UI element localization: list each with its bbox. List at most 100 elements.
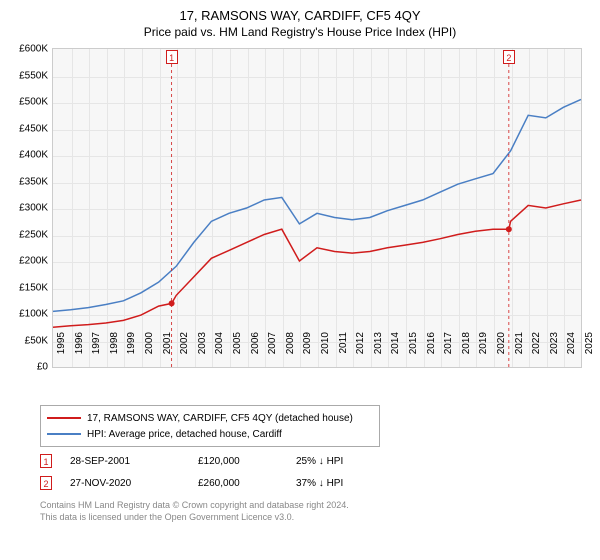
gridline-v: [195, 49, 196, 367]
gridline-v: [371, 49, 372, 367]
gridline-v: [494, 49, 495, 367]
legend-row: 17, RAMSONS WAY, CARDIFF, CF5 4QY (detac…: [47, 410, 373, 426]
gridline-v: [564, 49, 565, 367]
legend-row: HPI: Average price, detached house, Card…: [47, 426, 373, 442]
x-tick-label: 1998: [109, 332, 120, 372]
chart-container: 17, RAMSONS WAY, CARDIFF, CF5 4QY Price …: [0, 0, 600, 560]
footer-line2: This data is licensed under the Open Gov…: [40, 512, 349, 524]
x-tick-label: 2000: [144, 332, 155, 372]
gridline-v: [265, 49, 266, 367]
x-tick-label: 2008: [285, 332, 296, 372]
marker-pct: 37% ↓ HPI: [296, 478, 386, 489]
x-tick-label: 2002: [179, 332, 190, 372]
x-tick-label: 2018: [461, 332, 472, 372]
gridline-v: [124, 49, 125, 367]
y-tick-label: £400K: [19, 150, 48, 161]
marker-box: 1: [166, 50, 178, 64]
y-tick-label: £0: [37, 362, 48, 373]
x-tick-label: 2004: [214, 332, 225, 372]
gridline-h: [53, 289, 581, 290]
y-tick-label: £600K: [19, 44, 48, 55]
y-tick-label: £550K: [19, 70, 48, 81]
x-tick-label: 1997: [91, 332, 102, 372]
gridline-v: [512, 49, 513, 367]
gridline-v: [388, 49, 389, 367]
gridline-v: [547, 49, 548, 367]
x-tick-label: 2006: [250, 332, 261, 372]
gridline-v: [300, 49, 301, 367]
y-tick-label: £450K: [19, 123, 48, 134]
y-tick-label: £500K: [19, 97, 48, 108]
x-tick-label: 2003: [197, 332, 208, 372]
gridline-v: [336, 49, 337, 367]
legend-label: HPI: Average price, detached house, Card…: [87, 429, 282, 440]
plot-background: [52, 48, 582, 368]
x-tick-label: 2021: [514, 332, 525, 372]
marker-table-row: 128-SEP-2001£120,00025% ↓ HPI: [40, 450, 386, 472]
gridline-h: [53, 156, 581, 157]
x-tick-label: 2013: [373, 332, 384, 372]
legend-swatch: [47, 417, 81, 419]
marker-price: £260,000: [198, 478, 278, 489]
y-tick-label: £200K: [19, 256, 48, 267]
footer-attribution: Contains HM Land Registry data © Crown c…: [40, 500, 349, 523]
gridline-v: [441, 49, 442, 367]
gridline-h: [53, 236, 581, 237]
gridline-v: [424, 49, 425, 367]
y-tick-label: £350K: [19, 176, 48, 187]
gridline-h: [53, 315, 581, 316]
gridline-h: [53, 130, 581, 131]
marker-table-box: 2: [40, 476, 52, 490]
gridline-v: [353, 49, 354, 367]
x-tick-label: 1999: [126, 332, 137, 372]
x-tick-label: 2014: [390, 332, 401, 372]
y-tick-label: £300K: [19, 203, 48, 214]
marker-price: £120,000: [198, 456, 278, 467]
marker-date: 28-SEP-2001: [70, 456, 180, 467]
chart-subtitle: Price paid vs. HM Land Registry's House …: [0, 23, 600, 39]
x-tick-label: 2010: [320, 332, 331, 372]
gridline-h: [53, 103, 581, 104]
gridline-v: [529, 49, 530, 367]
x-tick-label: 2016: [426, 332, 437, 372]
gridline-v: [406, 49, 407, 367]
marker-box: 2: [503, 50, 515, 64]
legend-swatch: [47, 433, 81, 435]
x-tick-label: 2023: [549, 332, 560, 372]
x-tick-label: 2011: [338, 332, 349, 372]
x-tick-label: 2001: [162, 332, 173, 372]
footer-line1: Contains HM Land Registry data © Crown c…: [40, 500, 349, 512]
x-tick-label: 2019: [478, 332, 489, 372]
x-tick-label: 1995: [56, 332, 67, 372]
chart-area: £0£50K£100K£150K£200K£250K£300K£350K£400…: [52, 48, 582, 368]
x-tick-label: 2017: [443, 332, 454, 372]
gridline-v: [459, 49, 460, 367]
gridline-v: [107, 49, 108, 367]
gridline-h: [53, 209, 581, 210]
gridline-v: [177, 49, 178, 367]
gridline-v: [318, 49, 319, 367]
marker-table-box: 1: [40, 454, 52, 468]
gridline-v: [230, 49, 231, 367]
y-tick-label: £50K: [25, 335, 48, 346]
marker-date: 27-NOV-2020: [70, 478, 180, 489]
x-tick-label: 2012: [355, 332, 366, 372]
x-tick-label: 2005: [232, 332, 243, 372]
x-tick-label: 1996: [74, 332, 85, 372]
gridline-h: [53, 183, 581, 184]
gridline-v: [283, 49, 284, 367]
y-tick-label: £100K: [19, 309, 48, 320]
x-tick-label: 2025: [584, 332, 595, 372]
gridline-v: [142, 49, 143, 367]
chart-title-address: 17, RAMSONS WAY, CARDIFF, CF5 4QY: [0, 0, 600, 23]
x-tick-label: 2015: [408, 332, 419, 372]
y-tick-label: £250K: [19, 229, 48, 240]
gridline-v: [72, 49, 73, 367]
y-tick-label: £150K: [19, 282, 48, 293]
x-tick-label: 2009: [302, 332, 313, 372]
gridline-v: [476, 49, 477, 367]
gridline-v: [89, 49, 90, 367]
gridline-v: [212, 49, 213, 367]
x-tick-label: 2007: [267, 332, 278, 372]
x-tick-label: 2024: [566, 332, 577, 372]
